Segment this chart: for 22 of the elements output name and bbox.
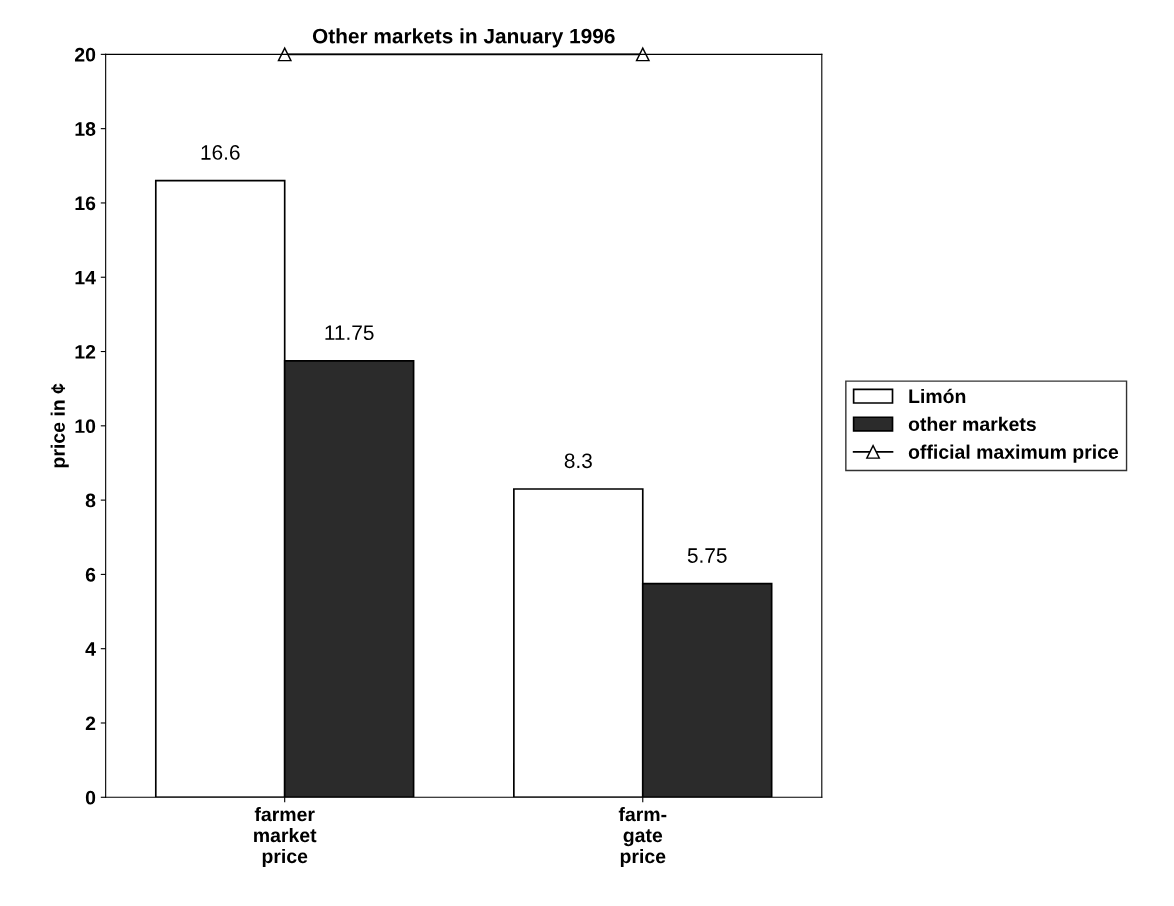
data-label: 5.75 — [687, 548, 727, 563]
data-label: 16.6 — [201, 145, 240, 160]
x-tick-label: farmer market price — [254, 807, 317, 868]
y-tick-label: 8 — [85, 493, 96, 508]
y-tick-label: 10 — [75, 419, 96, 434]
y-tick-label: 4 — [85, 642, 96, 656]
x-tick-label: farm- gate price — [618, 807, 667, 868]
y-tick-label: 20 — [74, 47, 96, 62]
y-tick-label: 2 — [85, 716, 96, 731]
y-tick-label: 14 — [75, 270, 96, 285]
legend-label: Limón — [909, 388, 966, 404]
legend-label: other markets — [908, 416, 1036, 432]
data-label: 11.75 — [325, 325, 374, 341]
y-tick-label: 16 — [75, 196, 96, 211]
y-tick-label: 6 — [85, 567, 96, 582]
y-tick-label: 18 — [75, 122, 96, 136]
y-axis-title: price in ¢ — [50, 383, 69, 468]
data-label: 8.3 — [564, 453, 592, 469]
y-tick-label: 0 — [85, 790, 96, 805]
legend-label: official maximum price — [908, 444, 1119, 463]
chart-title: Other markets in January 1996 — [312, 28, 615, 48]
y-tick-label: 12 — [75, 345, 96, 359]
